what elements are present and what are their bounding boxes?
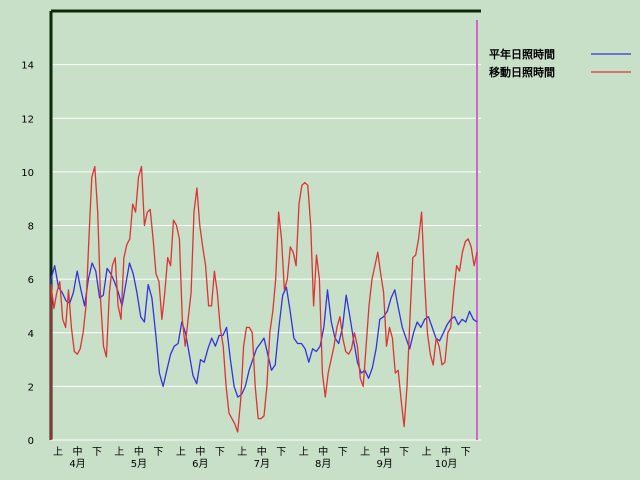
y-tick-labels: 0 2 4 6 8 10 12 14 <box>21 61 34 447</box>
month-label: 6月 <box>192 458 208 470</box>
x-tick-label: 中 <box>380 445 390 458</box>
x-tick-label: 下 <box>461 447 471 458</box>
y-tick-label: 14 <box>21 61 34 72</box>
x-tick-label: 下 <box>92 447 102 458</box>
x-tick-labels: 上中4月下上中5月下上中6月下上中7月下上中8月下上中9月下上中10月下 <box>53 445 471 470</box>
series-line-normal <box>50 262 478 440</box>
x-tick-label: 上 <box>422 446 432 458</box>
y-tick-label: 0 <box>28 436 34 447</box>
month-label: 5月 <box>131 458 147 470</box>
series-lines <box>50 165 478 440</box>
x-tick-label: 上 <box>360 446 370 458</box>
month-label: 7月 <box>254 458 270 470</box>
month-label: 8月 <box>315 458 331 470</box>
y-tick-label: 2 <box>28 382 34 393</box>
month-label: 9月 <box>376 458 392 470</box>
x-tick-label: 中 <box>73 445 83 458</box>
y-tick-label: 12 <box>21 114 34 125</box>
legend-label: 移動日照時間 <box>489 65 555 79</box>
x-tick-label: 上 <box>53 446 63 458</box>
y-tick-label: 10 <box>21 168 34 179</box>
series-line-moving <box>50 165 478 440</box>
x-tick-label: 中 <box>257 445 267 458</box>
x-tick-label: 中 <box>195 445 205 458</box>
x-tick-label: 上 <box>114 446 124 458</box>
month-label: 4月 <box>69 458 85 470</box>
x-tick-label: 中 <box>134 445 144 458</box>
x-tick-label: 下 <box>338 447 348 458</box>
x-tick-label: 中 <box>441 445 451 458</box>
x-tick-label: 中 <box>318 445 328 458</box>
legend-label: 平年日照時間 <box>489 47 555 61</box>
x-tick-label: 上 <box>299 446 309 458</box>
x-tick-label: 下 <box>153 447 163 458</box>
x-tick-label: 上 <box>176 446 186 458</box>
month-label: 10月 <box>435 458 458 470</box>
x-tick-label: 下 <box>215 447 225 458</box>
y-tick-label: 8 <box>28 222 34 233</box>
y-tick-label: 4 <box>28 329 34 340</box>
x-tick-label: 下 <box>276 447 286 458</box>
y-tick-label: 6 <box>28 275 34 286</box>
x-tick-label: 下 <box>399 447 409 458</box>
x-tick-label: 上 <box>237 446 247 458</box>
grid-lines <box>51 64 481 387</box>
